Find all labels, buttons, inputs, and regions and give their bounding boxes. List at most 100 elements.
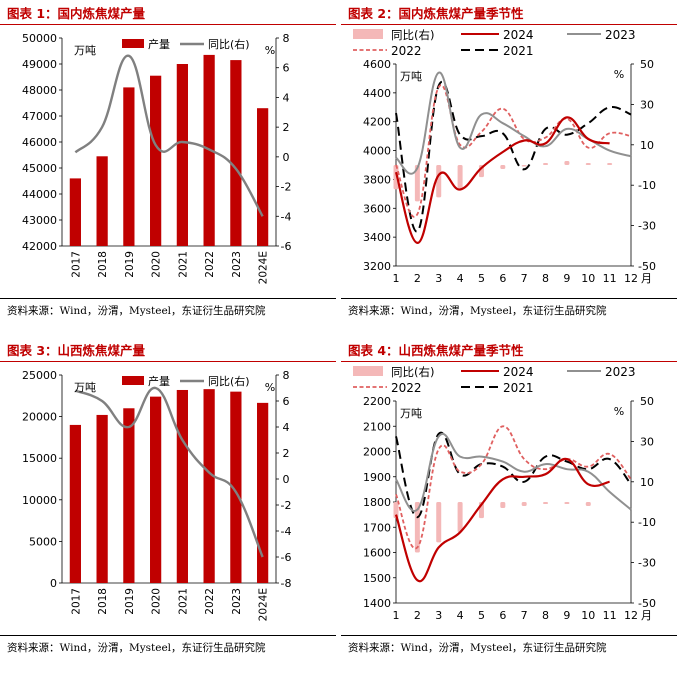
y2-tick-label: 50 (640, 395, 654, 408)
chart-national-output: 42000 43000 44000 45000 46000 47000 48000 49000… (22, 32, 292, 284)
y-tick-label: 3800 (363, 173, 391, 186)
y2-tick-label: 10 (640, 139, 654, 152)
chart-shanxi-seasonal: 1400 1500 1600 1700 1800 1900 2000 2100 2200 -50 -… (353, 365, 656, 622)
chart-shanxi-output: 0 5000 10000 15000 20000 25000 -8 -6 -4 -2 0 2 4 6 8 20… (22, 369, 292, 621)
series-line-2021 (395, 431, 632, 519)
legend-label-line: 同比(右) (208, 37, 250, 51)
legend-label-yoy: 同比(右) (391, 28, 434, 42)
legend-swatch-yoy (353, 366, 383, 376)
unit-left-label: 万吨 (74, 381, 96, 394)
bar-2019 (123, 87, 135, 247)
series-line-2023 (395, 433, 632, 513)
y2-tick-label: 2 (283, 121, 290, 134)
y2-tick-label: -6 (281, 240, 292, 253)
y2-tick-label: -4 (281, 210, 292, 223)
y-tick-label: 46000 (22, 136, 57, 149)
y2-tick-label: 50 (640, 58, 654, 71)
x-tick-label: 2021 (177, 251, 189, 278)
yoy-bar-month-4 (457, 502, 463, 533)
bar-2017 (69, 424, 81, 583)
unit-left-label: 万吨 (400, 70, 422, 83)
x-tick-label: 3 (435, 609, 442, 622)
y2-tick-label: 8 (283, 32, 290, 45)
legend-label-2021: 2021 (503, 381, 534, 395)
x-tick-label: 2019 (124, 251, 136, 278)
x-tick-label: 2023 (231, 588, 243, 615)
source-note: 资料来源：Wind，汾渭，Mysteel，东证衍生品研究院 (7, 305, 266, 317)
y-tick-label: 1800 (363, 496, 391, 509)
yoy-bar-month-7 (521, 165, 527, 167)
y-tick-label: 1700 (363, 521, 391, 534)
y2-tick-label: -10 (638, 179, 656, 192)
yoy-bar-month-6 (500, 165, 506, 170)
x-tick-label: 11 (603, 272, 617, 285)
y2-tick-label: -8 (281, 577, 292, 590)
bar-2017 (69, 178, 81, 246)
x-tick-label: 12 (624, 609, 638, 622)
x-tick-label: 2020 (151, 588, 163, 615)
bar-2024E (257, 108, 269, 246)
x-tick-label: 10 (581, 609, 595, 622)
yoy-line (74, 54, 264, 217)
title-rule (0, 361, 336, 362)
yoy-bar-month-1 (393, 502, 399, 519)
y-tick-label: 2200 (363, 395, 391, 408)
legend-label-2022: 2022 (391, 381, 422, 395)
x-tick-label: 2019 (124, 588, 136, 615)
x-tick-label: 7 (521, 272, 528, 285)
series-line-2022 (395, 84, 632, 218)
series-line-2024 (394, 457, 610, 583)
chart-title: 图表 3：山西炼焦煤产量 (7, 343, 146, 358)
series-line-2024 (394, 116, 610, 245)
source-rule (0, 298, 336, 299)
y2-tick-label: 4 (283, 421, 290, 434)
y2-tick-label: -2 (281, 499, 292, 512)
y2-tick-label: 0 (283, 473, 290, 486)
y-tick-label: 4200 (363, 116, 391, 129)
x-tick-label: 2017 (70, 588, 82, 615)
x-tick-label: 12 (624, 272, 638, 285)
y2-tick-label: -50 (638, 597, 656, 610)
x-tick-label: 8 (542, 609, 549, 622)
legend-label-2023: 2023 (605, 28, 636, 42)
y2-tick-label: -4 (281, 525, 292, 538)
source-note: 资料来源：Wind，汾渭，Mysteel，东证衍生品研究院 (348, 642, 607, 654)
x-tick-label: 4 (457, 272, 464, 285)
source-rule (341, 635, 677, 636)
chart-panel-1: 图表 1：国内炼焦煤产量 42000 43000 44000 45000 46000 47… (0, 0, 340, 337)
yoy-bar-month-10 (585, 162, 591, 165)
legend-swatch-bar (122, 376, 144, 385)
y-tick-label: 3600 (363, 202, 391, 215)
y2-tick-label: -30 (638, 220, 656, 233)
x-suffix-label: 月 (641, 609, 652, 622)
y-tick-label: 42000 (22, 240, 57, 253)
x-tick-label: 2024E (258, 251, 270, 284)
legend-swatch-bar (122, 39, 144, 48)
yoy-bar-month-4 (457, 165, 463, 190)
series-line-2022 (395, 425, 632, 550)
x-suffix-label: 月 (641, 272, 652, 285)
y2-tick-label: 30 (640, 435, 654, 448)
yoy-bar-month-6 (500, 502, 506, 509)
x-tick-label: 3 (435, 272, 442, 285)
y-tick-label: 1500 (363, 572, 391, 585)
y2-tick-label: 6 (283, 62, 290, 75)
unit-left-label: 万吨 (400, 407, 422, 420)
x-tick-label: 2023 (231, 251, 243, 278)
y2-tick-label: 30 (640, 98, 654, 111)
yoy-bar-month-2 (414, 502, 420, 553)
y-tick-label: 0 (50, 577, 57, 590)
legend-label-2024: 2024 (503, 28, 534, 42)
legend-label-bar: 产量 (148, 374, 170, 388)
x-tick-label: 4 (457, 609, 464, 622)
yoy-bar-month-1 (393, 165, 399, 190)
legend-label-2022: 2022 (391, 44, 422, 58)
unit-right-label: % (614, 68, 624, 81)
y2-tick-label: -50 (638, 260, 656, 273)
bar-2022 (203, 389, 215, 583)
y-tick-label: 2100 (363, 420, 391, 433)
series-line-2021 (395, 81, 632, 233)
chart-panel-3: 图表 3：山西炼焦煤产量 0 5000 10000 15000 20000 25000 -8… (0, 337, 340, 674)
y-tick-label: 25000 (22, 369, 57, 382)
bar-2020 (150, 396, 162, 583)
